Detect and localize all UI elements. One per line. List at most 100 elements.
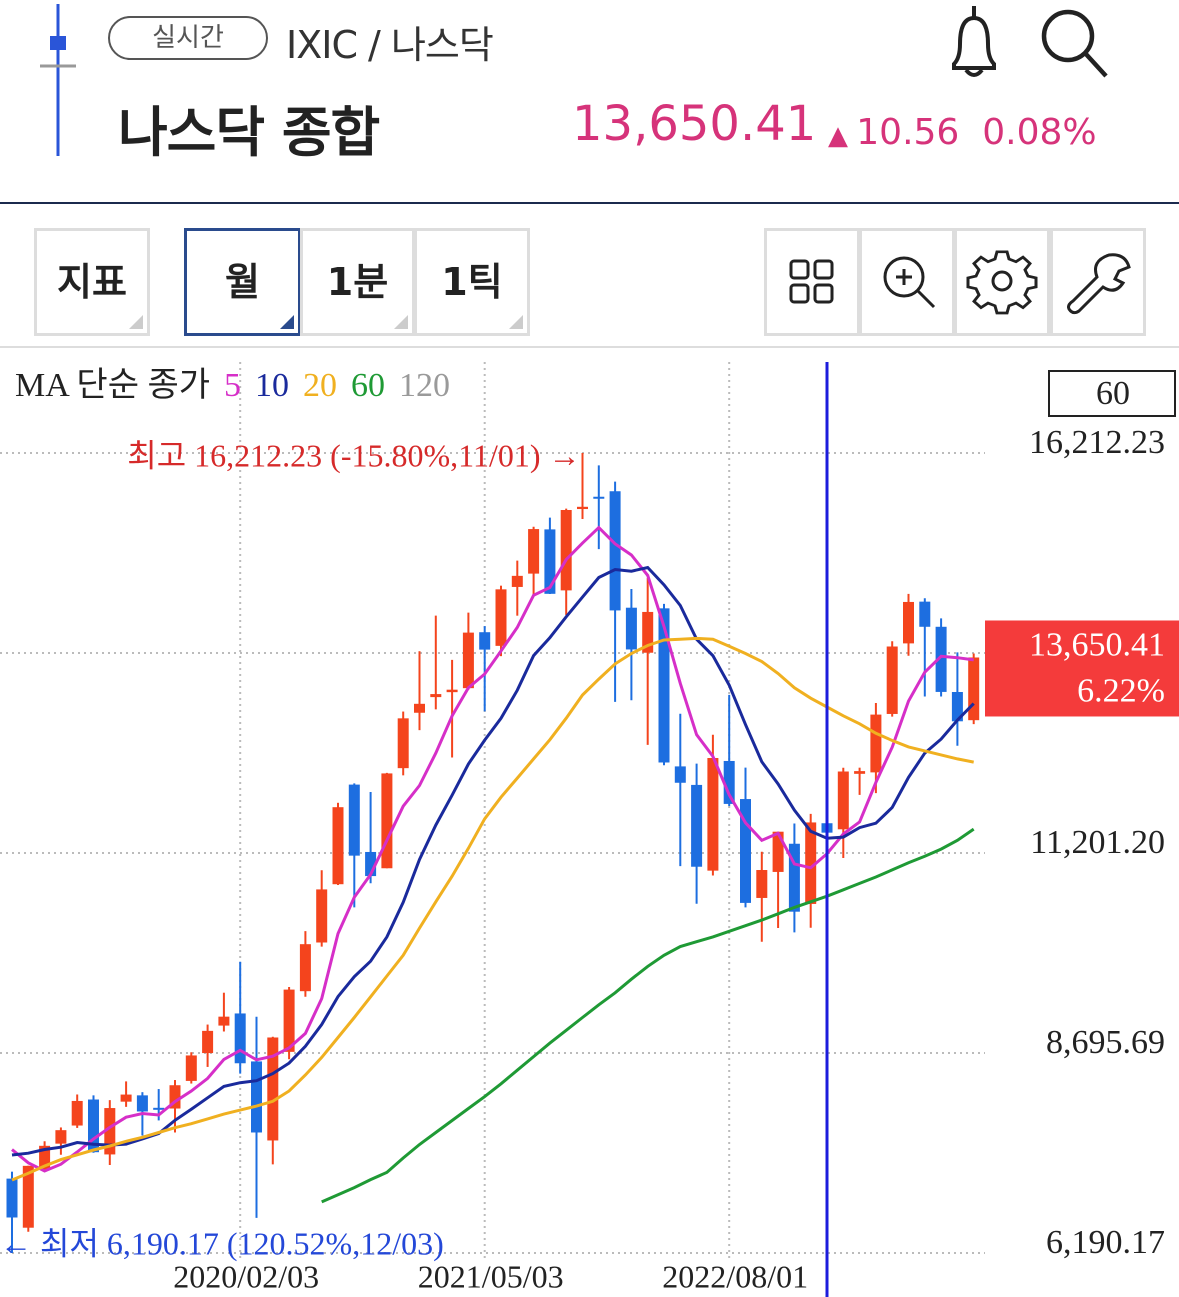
candle-body — [267, 1037, 279, 1141]
candle-body — [658, 608, 670, 763]
tools-button[interactable] — [1050, 228, 1146, 336]
layout-icon — [789, 259, 834, 304]
toolbar-divider — [0, 346, 1179, 348]
realtime-badge[interactable]: 실시간 — [108, 16, 268, 60]
candle-body — [39, 1145, 51, 1170]
symbol: IXIC / 나스닥 — [286, 23, 494, 67]
candle-body — [218, 1016, 230, 1026]
zoom-button[interactable] — [859, 228, 955, 336]
change-value: 10.56 — [856, 112, 960, 153]
button-label: 지표 — [57, 260, 127, 304]
low-annotation: ← 최저 6,190.17 (120.52%,12/03) — [0, 1225, 444, 1261]
candle-body — [837, 771, 849, 830]
candle-body — [22, 1165, 34, 1228]
candle-body — [495, 589, 507, 646]
high-annotation: 최고 16,212.23 (-15.80%,11/01) → — [127, 437, 580, 473]
button-label: 월 — [225, 260, 260, 304]
candle-body — [348, 784, 360, 856]
candle-body — [903, 601, 914, 644]
candle-body — [299, 944, 311, 992]
index-title: 나스닥 종합 — [118, 101, 380, 164]
price: 13,650.41 — [572, 96, 817, 152]
legend-entry: 60 — [351, 367, 385, 404]
candle-body — [544, 529, 556, 594]
candle-body — [414, 703, 425, 713]
x-tick-label: 2021/05/03 — [418, 1258, 564, 1294]
candle-body — [251, 1061, 262, 1133]
period-button[interactable]: 1분 — [300, 228, 415, 336]
candle-body — [625, 607, 637, 650]
y-tick-label: 11,201.20 — [1030, 824, 1165, 861]
settings-button[interactable] — [954, 228, 1050, 336]
plot: 6,190.17 8,695.69 11,201.20 16,212.23 2020/0… — [0, 362, 1179, 1297]
candle-body — [528, 529, 540, 574]
last-change: 6.22% — [1077, 672, 1165, 709]
candle-body — [283, 989, 295, 1052]
candle-body — [593, 496, 605, 499]
legend-entry: 120 — [399, 367, 450, 404]
candle-body — [55, 1130, 67, 1144]
candle-body — [756, 870, 768, 898]
bell-icon[interactable] — [952, 6, 996, 77]
candle-body — [397, 718, 409, 769]
candle-body — [104, 1108, 116, 1155]
ma-line — [11, 525, 974, 1173]
x-tick-label: 2020/02/03 — [173, 1258, 319, 1294]
app-logo — [40, 4, 76, 156]
last-price: 13,650.41 — [1029, 626, 1165, 663]
chart: 6,190.17 8,695.69 11,201.20 16,212.23 2020/0… — [0, 362, 1179, 1297]
candle-body — [462, 632, 474, 689]
legend-entry: 10 — [255, 367, 289, 404]
layout-button[interactable] — [764, 228, 860, 336]
button-label: 1분 — [326, 260, 389, 304]
candle-body — [935, 626, 947, 692]
ma-line — [11, 636, 974, 1182]
candle-body — [120, 1094, 132, 1102]
candle-body — [772, 831, 784, 872]
candle-body — [886, 646, 898, 714]
x-tick-label: 2022/08/01 — [662, 1258, 808, 1294]
candle-body — [805, 822, 817, 904]
last-price-box — [985, 620, 1179, 717]
y-tick-label: 6,190.17 — [1046, 1224, 1165, 1261]
legend-title: MA 단순 종가 — [15, 367, 210, 404]
indicator-button[interactable]: 지표 — [34, 228, 150, 336]
candle-body — [202, 1030, 214, 1054]
period-button[interactable]: 월 — [184, 228, 301, 336]
divider — [0, 202, 1179, 204]
candle-body — [88, 1099, 99, 1153]
candle-body — [560, 509, 572, 591]
candle-body — [136, 1095, 148, 1112]
candle-body — [185, 1055, 197, 1081]
candle-body — [642, 611, 654, 653]
candle-body — [71, 1100, 83, 1126]
search-icon[interactable] — [1041, 9, 1108, 78]
up-arrow: ▲ — [828, 121, 857, 151]
legend-entry: 20 — [303, 367, 337, 404]
candle-body — [446, 689, 458, 693]
candle-body — [234, 1013, 246, 1064]
header-icons — [952, 6, 1108, 78]
candle-body — [479, 632, 491, 650]
period-button[interactable]: 1틱 — [414, 228, 530, 336]
period-box — [1048, 370, 1176, 417]
candle-body — [707, 758, 719, 871]
candle-body — [430, 694, 442, 698]
wrench-icon — [1067, 253, 1131, 315]
ma-line — [321, 827, 975, 1204]
candle-body — [691, 784, 703, 867]
candle-body — [511, 575, 523, 587]
button-label: 1틱 — [441, 260, 503, 304]
candle-body — [674, 766, 686, 783]
candle-body — [854, 771, 866, 774]
candle-body — [951, 692, 963, 722]
zoom-icon — [883, 256, 936, 309]
candle-body — [919, 601, 931, 627]
candle-body — [577, 506, 588, 510]
change-pct: 0.08% — [982, 112, 1097, 153]
gear-icon — [966, 250, 1038, 315]
candle-body — [968, 657, 980, 721]
candle-body — [609, 491, 621, 611]
candle-body — [6, 1178, 18, 1218]
